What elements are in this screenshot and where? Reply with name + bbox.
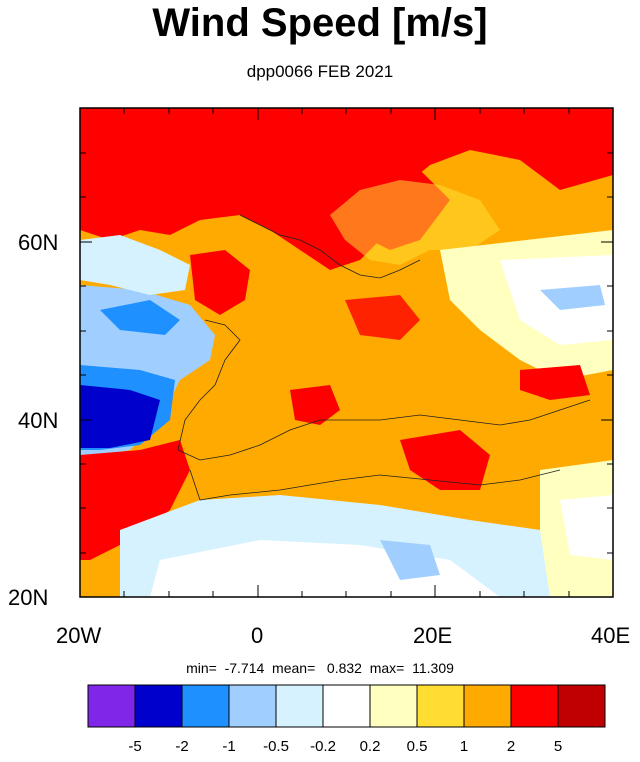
colorbar-swatch [134,684,183,728]
colorbar-swatch [322,684,371,728]
colorbar-swatch [510,684,559,728]
colorbar-label: -0.2 [310,738,336,755]
y-tick-label-40n: 40N [18,408,59,433]
colorbar-swatch [87,684,136,728]
stats-line: min= -7.714 mean= 0.832 max= 11.309 [186,660,454,676]
colorbar [87,684,606,728]
colorbar-swatch [181,684,230,728]
x-tick-label-20e: 20E [413,623,453,648]
colorbar-label: 0.2 [359,738,381,755]
colorbar-label: 1 [459,738,469,755]
colorbar-label: 2 [506,738,516,755]
colorbar-swatch [557,684,606,728]
colorbar-swatch [463,684,512,728]
y-tick-label-60n: 60N [18,230,59,255]
colorbar-label: -1 [222,738,236,755]
colorbar-swatch [416,684,465,728]
colorbar-label: -2 [175,738,189,755]
x-tick-label-40e: 40E [591,623,631,648]
colorbar-label: -5 [128,738,142,755]
y-tick-label-20n: 20N [8,585,49,610]
x-tick-label-0: 0 [251,623,264,648]
map-title: Wind Speed [m/s] [152,1,488,45]
colorbar-label: 5 [553,738,563,755]
colorbar-swatch [275,684,324,728]
colorbar-swatch [369,684,418,728]
colorbar-swatch [228,684,277,728]
colorbar-label: -0.5 [263,738,289,755]
x-tick-label-20w: 20W [56,623,102,648]
colorbar-label: 0.5 [406,738,428,755]
map-subtitle: dpp0066 FEB 2021 [246,62,394,81]
wind-speed-field [80,108,613,597]
